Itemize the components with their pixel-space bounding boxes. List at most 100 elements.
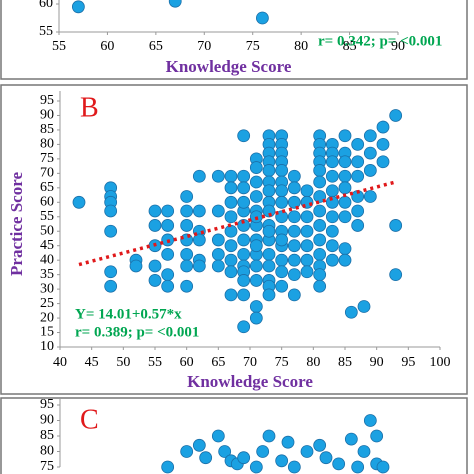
point: [211, 169, 225, 183]
point: [275, 265, 289, 279]
point: [376, 138, 390, 151]
point: [313, 233, 327, 247]
y-tick-label: 75: [40, 459, 54, 474]
point: [262, 429, 276, 443]
point: [313, 204, 327, 218]
y-tick-label: 45: [40, 238, 54, 253]
x-tick-label: 65: [211, 355, 225, 370]
x-tick-label: 90: [370, 355, 384, 370]
x-tick-label: 75: [246, 39, 260, 54]
point: [363, 146, 377, 160]
y-tick-label: 85: [40, 122, 54, 137]
x-tick-label: 65: [149, 39, 163, 54]
point: [237, 233, 251, 247]
point: [287, 195, 301, 209]
point: [300, 210, 314, 224]
point: [351, 219, 365, 232]
point: [237, 247, 251, 261]
y-tick-label: 80: [40, 137, 54, 152]
point: [262, 224, 276, 238]
x-tick-label: 50: [116, 355, 130, 370]
panel-frame: [0, 397, 468, 474]
point: [357, 300, 371, 313]
point: [287, 239, 301, 253]
panel-label: B: [80, 92, 99, 123]
point: [192, 204, 206, 218]
point: [224, 181, 238, 195]
point: [180, 204, 194, 218]
point: [357, 445, 371, 458]
point: [237, 320, 251, 334]
point: [199, 451, 213, 465]
point: [249, 161, 263, 174]
panel-frame: [0, 0, 468, 80]
point: [180, 219, 194, 232]
point: [275, 279, 289, 293]
point: [338, 155, 352, 169]
point: [325, 155, 339, 169]
point: [237, 195, 251, 209]
panel: 55 60 55 60 65 70 75 80 85 90 Knowledge Score r= 0.…: [39, 0, 442, 76]
point: [180, 233, 194, 247]
point: [275, 164, 289, 177]
x-axis-label: Knowledge Score: [166, 57, 292, 76]
point: [148, 204, 162, 218]
point: [249, 259, 263, 273]
point: [325, 184, 339, 198]
point: [363, 164, 377, 177]
point: [192, 259, 206, 273]
point: [300, 445, 314, 458]
point: [389, 219, 403, 232]
point: [338, 210, 352, 224]
point: [224, 195, 238, 209]
point: [275, 233, 289, 247]
point: [275, 195, 289, 209]
y-tick-label: 30: [40, 281, 54, 296]
point: [192, 438, 206, 452]
point: [104, 204, 118, 218]
point: [338, 169, 352, 183]
point: [313, 279, 327, 293]
point: [325, 253, 339, 267]
point: [262, 184, 276, 198]
point: [325, 169, 339, 183]
point: [104, 279, 118, 293]
point: [275, 454, 289, 468]
point: [224, 210, 238, 224]
point: [224, 224, 238, 238]
point: [255, 11, 269, 25]
y-tick-label: 40: [40, 252, 54, 267]
y-tick-label: 90: [40, 108, 54, 123]
y-tick-label: 95: [40, 397, 54, 412]
point: [313, 175, 327, 189]
annotation: r= 0.389; p= <0.001: [75, 324, 199, 340]
panel-frame: [0, 84, 468, 395]
y-tick-label: 25: [40, 296, 54, 311]
y-tick-label: 50: [40, 223, 54, 238]
y-tick-label: 55: [40, 209, 54, 224]
point: [148, 274, 162, 287]
point: [180, 445, 194, 458]
point: [224, 253, 238, 267]
x-tick-label: 90: [391, 39, 405, 54]
x-tick-label: 55: [52, 39, 66, 54]
point: [376, 460, 390, 474]
point: [211, 259, 225, 273]
point: [180, 190, 194, 203]
point: [313, 219, 327, 232]
point: [249, 274, 263, 287]
y-tick-label: 35: [40, 267, 54, 282]
point: [192, 169, 206, 183]
x-tick-label: 45: [85, 355, 99, 370]
y-tick-label: 55: [39, 24, 53, 39]
point: [325, 224, 339, 238]
y-tick-label: 10: [40, 339, 54, 354]
point: [168, 0, 182, 8]
y-axis-label: Practice Score: [7, 172, 26, 276]
point: [363, 129, 377, 143]
point: [287, 288, 301, 302]
y-tick-label: 80: [40, 444, 54, 459]
point: [161, 247, 175, 261]
x-tick-label: 60: [180, 355, 194, 370]
